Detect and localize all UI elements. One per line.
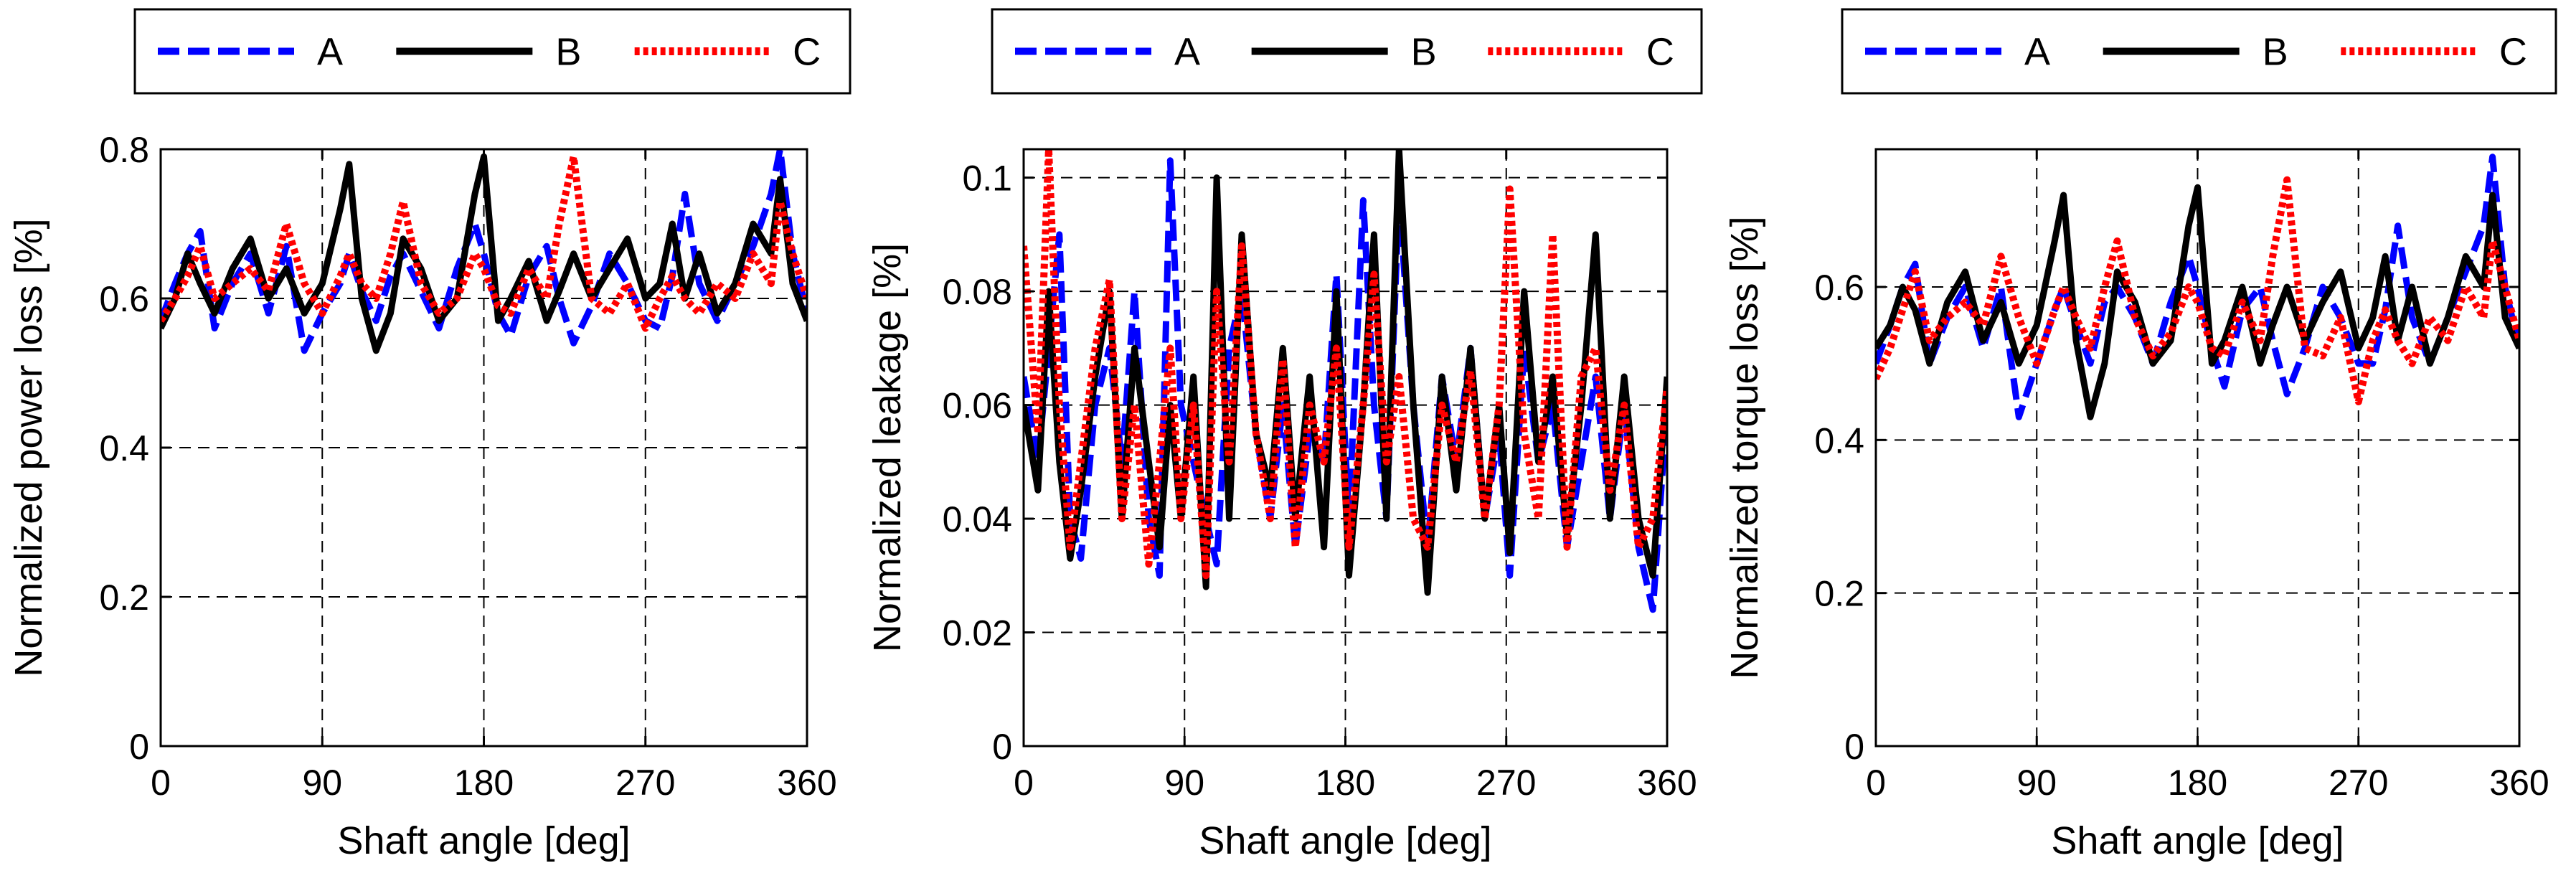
chart-3-xtick-label-4: 360: [2489, 763, 2549, 803]
chart-2-legend-label-B: B: [1411, 31, 1437, 74]
chart-1-ytick-label-1: 0.2: [99, 578, 149, 618]
chart-2-xtick-label-0: 0: [1014, 763, 1034, 803]
chart-3-legend-label-B: B: [2263, 31, 2288, 74]
chart-3: 0 90 180 270 360 0 0.2 0.4 0.6 Shaft angle [deg] N…: [1723, 8, 2557, 862]
chart-1-legend-label-C: C: [793, 31, 821, 74]
chart-1-xtick-label-4: 360: [777, 763, 836, 803]
chart-3-legend-label-C: C: [2499, 31, 2527, 74]
chart-2: 0 90 180 270 360 0 0.02 0.04 0.06 0.08 0.1 Shaft an…: [866, 8, 1703, 862]
chart-1-ytick-label-2: 0.4: [99, 428, 149, 468]
chart-1-xlabel: Shaft angle [deg]: [337, 819, 630, 862]
chart-1-xtick-label-3: 270: [615, 763, 675, 803]
chart-1-ytick-label-4: 0.8: [99, 130, 149, 170]
chart-2-legend: A B C: [991, 8, 1703, 95]
chart-1-ytick-label-3: 0.6: [99, 279, 149, 319]
chart-3-legend: A B C: [1841, 8, 2557, 95]
chart-1-legend: A B C: [133, 8, 851, 95]
chart-3-xlabel: Shaft angle [deg]: [2051, 819, 2344, 862]
chart-1-ylabel: Normalized power loss [%]: [7, 218, 50, 676]
chart-1-xtick-label-1: 90: [302, 763, 342, 803]
chart-2-ytick-label-5: 0.1: [962, 159, 1012, 199]
chart-3-ytick-label-3: 0.6: [1814, 268, 1864, 308]
chart-3-grid: [1876, 149, 2519, 746]
chart-3-series-C: [1876, 176, 2519, 405]
chart-1-legend-label-B: B: [555, 31, 581, 74]
chart-3-series-A: [1876, 154, 2519, 420]
chart-1-series-A: [161, 149, 807, 354]
chart-3-xtick-label-2: 180: [2168, 763, 2227, 803]
chart-3-xtick-label-0: 0: [1866, 763, 1886, 803]
chart-3-ytick-label-1: 0.2: [1814, 574, 1864, 614]
chart-2-xtick-label-2: 180: [1316, 763, 1375, 803]
chart-3-ytick-label-2: 0.4: [1814, 420, 1864, 461]
chart-2-ylabel: Normalized leakage [%]: [866, 243, 909, 652]
chart-3-series-B: [1876, 184, 2519, 420]
chart-2-legend-label-C: C: [1646, 31, 1674, 74]
chart-2-ytick-label-4: 0.08: [943, 272, 1012, 312]
chart-1-legend-label-A: A: [317, 31, 343, 74]
chart-3-series-group: [1876, 154, 2519, 420]
chart-1-ytick-label-0: 0: [129, 727, 149, 767]
chart-2-xlabel: Shaft angle [deg]: [1199, 819, 1491, 862]
chart-3-legend-label-A: A: [2024, 31, 2050, 74]
chart-2-series-C: [1024, 149, 1667, 580]
chart-2-ytick-label-3: 0.06: [943, 386, 1012, 426]
chart-3-ylabel: Normalized torque loss [%]: [1723, 216, 1766, 679]
chart-2-xtick-label-4: 360: [1637, 763, 1697, 803]
chart-1: 0 90 180 270 360 0 0.2 0.4 0.6 0.8 Shaft angle [de…: [7, 8, 851, 862]
chart-1-grid: [161, 149, 807, 746]
chart-3-xtick-label-3: 270: [2329, 763, 2388, 803]
chart-2-ytick-label-2: 0.04: [943, 499, 1012, 539]
chart-1-xtick-label-0: 0: [151, 763, 171, 803]
chart-2-ytick-label-1: 0.02: [943, 613, 1012, 654]
chart-2-series-A: [1024, 157, 1667, 613]
chart-2-xtick-label-1: 90: [1164, 763, 1204, 803]
chart-1-xtick-label-2: 180: [454, 763, 514, 803]
chart-2-legend-label-A: A: [1174, 31, 1200, 74]
chart-2-series-group: [1024, 149, 1667, 613]
chart-3-ytick-label-0: 0: [1844, 727, 1864, 767]
chart-2-ytick-label-0: 0: [992, 727, 1012, 767]
chart-2-xtick-label-3: 270: [1476, 763, 1536, 803]
chart-3-xtick-label-1: 90: [2016, 763, 2057, 803]
